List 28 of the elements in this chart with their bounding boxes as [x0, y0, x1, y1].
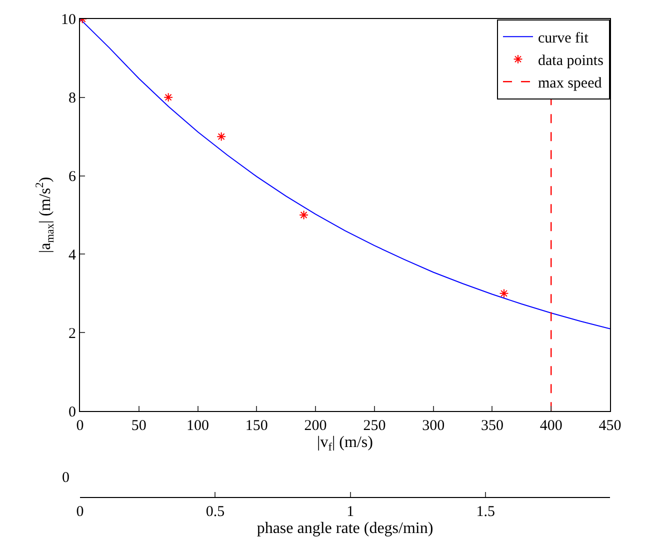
x2-tick-label: 1.5: [476, 504, 495, 520]
x-tick-label: 150: [245, 418, 268, 434]
x2-tick-label: 0.5: [206, 504, 225, 520]
x2-axis-title: phase angle rate (degs/min): [256, 520, 434, 537]
x-tick-label: 300: [422, 418, 445, 434]
x2-tick-label: 1: [346, 504, 354, 520]
x-tick-label: 250: [363, 418, 386, 434]
x-tick-label: 350: [480, 418, 504, 434]
y-tick-label: 8: [68, 90, 76, 107]
point: [216, 132, 226, 142]
point: [499, 288, 509, 298]
y-tick-label: 4: [68, 247, 76, 264]
x-axis-title: |v$_{f}$| (m/s): [317, 434, 373, 454]
ref-line-label: max speed: [538, 76, 602, 92]
point: [164, 92, 174, 102]
x-tick-label: 200: [304, 418, 327, 434]
x-tick-label: 400: [540, 418, 562, 434]
x-tick-label: 100: [186, 418, 210, 434]
legend-label: curve fit: [538, 30, 590, 46]
x-tick-label: 450: [598, 418, 622, 434]
y-tick-label: 6: [68, 169, 76, 186]
y-tick-label: 10: [61, 12, 76, 28]
x-tick-label: 50: [131, 418, 146, 434]
point: [299, 210, 308, 220]
y-tick-label: 2: [68, 326, 76, 342]
legend-label: data points: [538, 53, 604, 69]
line-series: [80, 18, 610, 330]
y-tick-label: 0: [68, 404, 76, 420]
